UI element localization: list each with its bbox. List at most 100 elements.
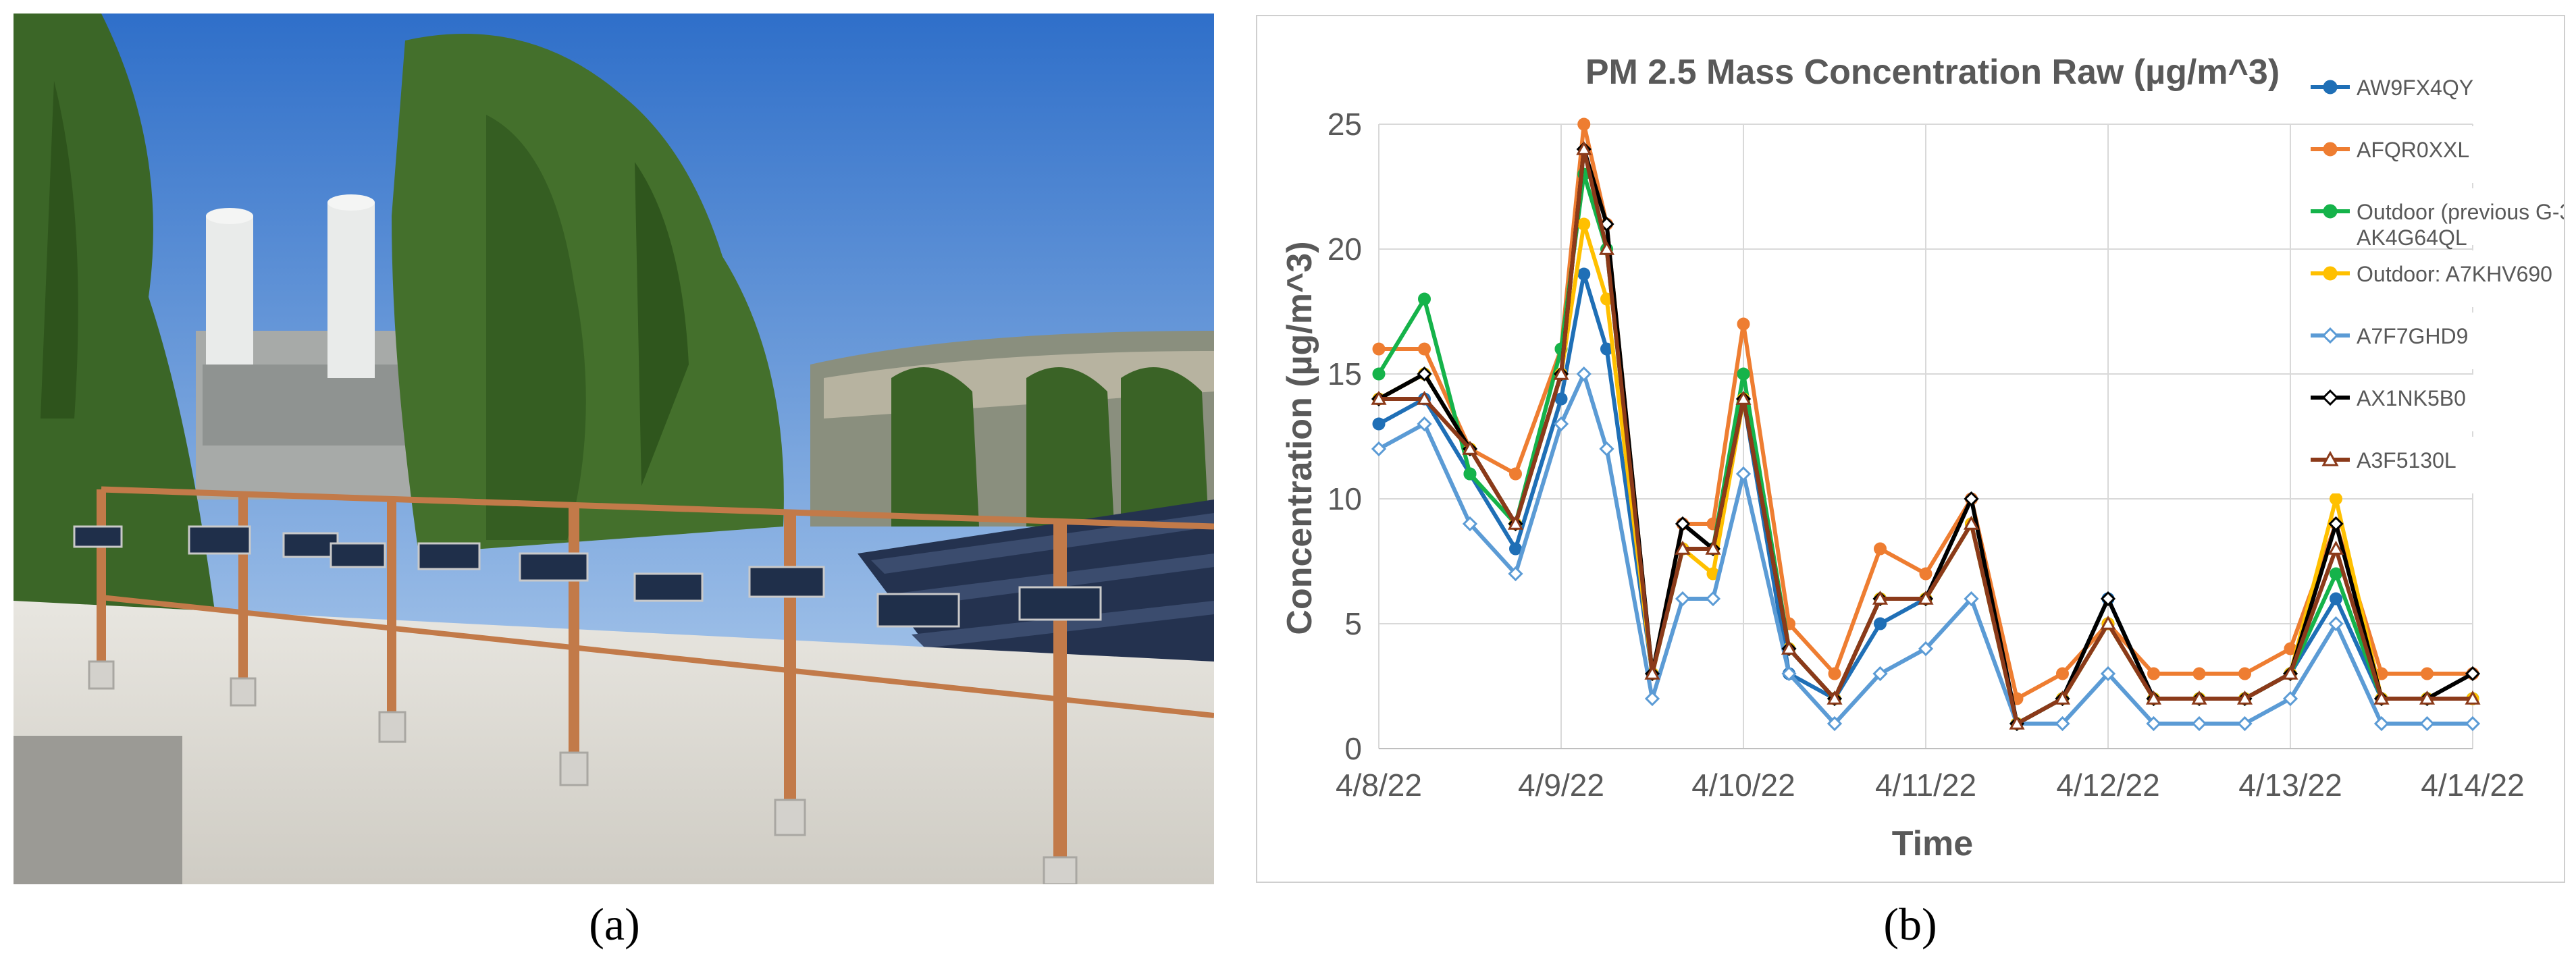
data-point (1705, 540, 1721, 555)
data-point (1372, 342, 1386, 356)
data-point (1918, 590, 1934, 605)
legend-item: AW9FX4QY (2304, 64, 2547, 121)
data-point (1828, 667, 1841, 680)
x-tick-label: 4/14/22 (2421, 767, 2524, 803)
data-point (1507, 515, 1524, 530)
data-point (1826, 716, 1843, 732)
data-point (2328, 540, 2344, 555)
data-point (2100, 615, 2116, 630)
data-point (1416, 390, 1433, 405)
data-point (1919, 567, 1933, 581)
data-point (2323, 142, 2338, 157)
data-point (2373, 690, 2390, 705)
data-point (2323, 204, 2338, 219)
rooftop-photo (14, 14, 1214, 884)
x-tick-label: 4/9/22 (1518, 767, 1604, 803)
data-point (1553, 365, 1569, 380)
data-point (1874, 617, 1887, 630)
data-point (1462, 516, 1478, 532)
data-point (2145, 690, 2162, 705)
data-point (1576, 140, 1592, 155)
y-tick-label: 25 (1328, 107, 1362, 142)
data-point (2330, 492, 2342, 506)
data-point (2465, 716, 2481, 732)
x-tick-label: 4/12/22 (2056, 767, 2159, 803)
legend-label: A7F7GHD9 (2357, 324, 2468, 348)
data-point (1735, 390, 1752, 405)
legend-item: A7F7GHD9 (2304, 313, 2547, 369)
data-point (1372, 417, 1386, 431)
series-5 (1371, 366, 2481, 732)
data-point (1576, 366, 1592, 382)
data-point (1918, 641, 1934, 657)
legend-background (2304, 188, 2547, 245)
data-point (1675, 591, 1691, 607)
data-point (1826, 690, 1843, 705)
data-point (1509, 467, 1522, 481)
data-point (1964, 491, 1979, 507)
data-point (1463, 467, 1477, 481)
data-point (1462, 440, 1478, 455)
data-point (1598, 240, 1615, 255)
legend-background (2304, 437, 2547, 493)
data-point (2321, 327, 2339, 344)
legend-item: Outdoor (previous G-350):AK4G64QL (2304, 188, 2564, 250)
y-axis-label: Concentration (µg/m^3) (1280, 241, 1319, 635)
data-point (1417, 416, 1432, 432)
pm25-line-chart: PM 2.5 Mass Concentration Raw (µg/m^3) C… (1280, 53, 2564, 863)
data-point (2054, 690, 2071, 705)
data-point (1963, 515, 1980, 530)
data-point (2191, 716, 2207, 732)
data-point (1508, 566, 1523, 582)
series-7 (1371, 140, 2481, 730)
data-point (2236, 690, 2253, 705)
x-tick-label: 4/8/22 (1336, 767, 1422, 803)
data-point (2100, 591, 2116, 607)
x-axis-label: Time (1892, 824, 1973, 863)
data-point (2321, 389, 2339, 406)
chart-frame: PM 2.5 Mass Concentration Raw (µg/m^3) C… (1256, 15, 2565, 883)
data-point (1737, 317, 1750, 331)
legend-label: AW9FX4QY (2357, 76, 2473, 100)
data-point (1577, 267, 1591, 281)
data-point (2419, 690, 2436, 705)
legend-item: Outdoor: A7KHV690 (2304, 250, 2552, 307)
data-point (2465, 690, 2481, 705)
y-tick-label: 0 (1344, 731, 1362, 766)
x-tick-label: 4/10/22 (1691, 767, 1795, 803)
legend-background (2304, 250, 2547, 307)
data-point (2237, 716, 2253, 732)
data-point (2328, 516, 2344, 532)
data-point (1644, 691, 1660, 707)
data-point (1675, 516, 1691, 532)
data-point (2465, 666, 2481, 682)
data-point (1418, 292, 1431, 306)
data-point (2238, 667, 2251, 680)
data-point (1675, 540, 1691, 555)
data-point (2147, 667, 2160, 680)
y-tick-label: 15 (1328, 356, 1362, 392)
data-point (1644, 665, 1660, 680)
chart-title: PM 2.5 Mass Concentration Raw (µg/m^3) (1585, 53, 2280, 92)
data-point (2419, 716, 2435, 732)
data-point (1577, 117, 1591, 131)
y-tick-label: 10 (1328, 481, 1362, 516)
data-point (2056, 667, 2069, 680)
data-point (2146, 716, 2161, 732)
data-point (1735, 466, 1752, 482)
legend-label: Outdoor (previous G-350):AK4G64QL (2357, 200, 2564, 250)
data-point (2100, 666, 2116, 682)
legend-item: AX1NK5B0 (2304, 375, 2547, 431)
x-tick-label: 4/13/22 (2238, 767, 2342, 803)
data-point (2191, 690, 2207, 705)
legend-item: AFQR0XXL (2304, 126, 2547, 183)
legend-label: A3F5130L (2357, 448, 2456, 473)
data-point (1872, 590, 1889, 605)
legend-label: AX1NK5B0 (2357, 386, 2466, 410)
y-tick-label: 20 (1328, 232, 1362, 267)
legend-background (2304, 375, 2547, 431)
data-point (1705, 591, 1721, 607)
legend-label: Outdoor: A7KHV690 (2357, 262, 2552, 286)
x-tick-label: 4/11/22 (1875, 767, 1976, 803)
data-point (2330, 592, 2342, 605)
